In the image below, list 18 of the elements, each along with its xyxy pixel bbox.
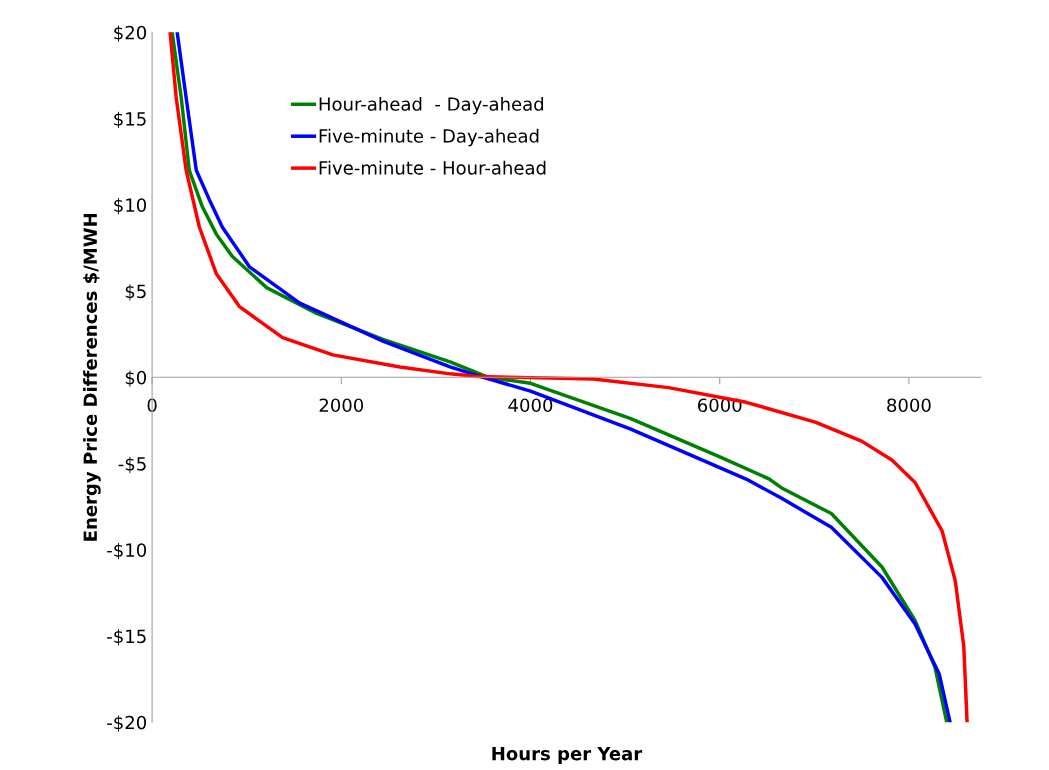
- x-tick-label: 8000: [887, 398, 931, 413]
- x-tick-label: 4000: [508, 398, 553, 413]
- y-tick-label: $20: [114, 25, 147, 42]
- y-tick-label: $5: [125, 284, 146, 301]
- y-tick-label: -$5: [118, 456, 146, 474]
- y-axis-title: Energy Price Differences $/MWH: [83, 213, 101, 541]
- legend-label: Five-minute - Day-ahead: [319, 128, 539, 147]
- x-axis-title: Hours per Year: [492, 746, 643, 764]
- x-tick-label: 0: [147, 398, 157, 413]
- legend-label: Hour-ahead - Day-ahead: [319, 96, 544, 115]
- y-tick-label: $0: [125, 370, 147, 387]
- y-tick-label: -$15: [107, 629, 146, 646]
- y-tick-label: -$10: [107, 542, 147, 560]
- y-tick-label: $15: [114, 111, 146, 129]
- legend-label: Five-minute - Hour-ahead: [319, 160, 546, 175]
- y-tick-label: $10: [114, 197, 147, 215]
- x-tick-label: 2000: [319, 398, 364, 413]
- y-tick-label: -$20: [107, 715, 147, 732]
